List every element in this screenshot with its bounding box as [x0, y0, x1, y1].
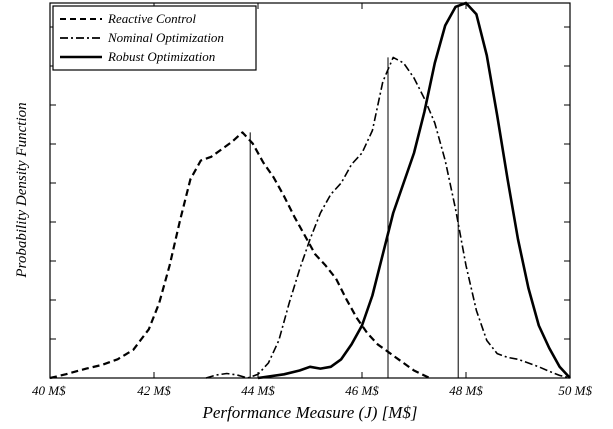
x-axis-label: Performance Measure (J) [M$]	[201, 403, 417, 422]
x-tick-label-50: 50 M$	[558, 383, 592, 398]
y-axis-label: Probability Density Function	[14, 102, 30, 278]
axis-ticks	[49, 3, 571, 378]
series-line-robust-optimization	[257, 1, 571, 380]
x-tick-label-40: 40 M$	[32, 383, 66, 398]
x-tick-label-46: 46 M$	[345, 383, 379, 398]
legend: Reactive Control Nominal Optimization Ro…	[52, 5, 257, 71]
legend-label-nominal-optimization: Nominal Optimization	[107, 30, 224, 45]
plot-area-frame	[49, 2, 571, 379]
x-tick-labels: 40 M$ 42 M$ 44 M$ 46 M$ 48 M$ 50 M$	[32, 383, 592, 398]
x-tick-label-48: 48 M$	[449, 383, 483, 398]
series-line-reactive-control	[49, 131, 431, 380]
legend-label-robust-optimization: Robust Optimization	[107, 49, 215, 64]
series-lines	[49, 1, 571, 380]
x-tick-label-44: 44 M$	[241, 383, 275, 398]
reference-lines	[249, 4, 459, 378]
legend-box	[52, 5, 257, 71]
x-tick-label-42: 42 M$	[137, 383, 171, 398]
series-line-nominal-optimization	[205, 56, 571, 379]
legend-label-reactive-control: Reactive Control	[107, 11, 196, 26]
